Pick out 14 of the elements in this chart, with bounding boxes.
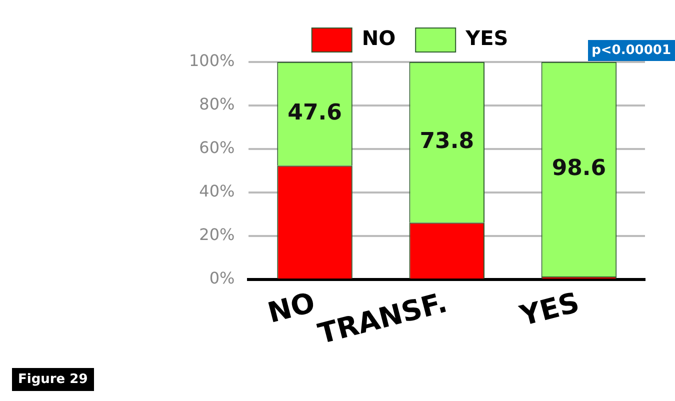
x-tick-label: YES [516, 286, 583, 333]
legend-label: YES [464, 26, 508, 50]
caption: Figure 29 [12, 368, 94, 391]
data-label: 98.6 [552, 156, 606, 181]
legend-label: NO [362, 26, 396, 50]
y-tick-label: 0% [209, 268, 235, 288]
data-label: 73.8 [420, 129, 474, 154]
text: p<0.00001 [588, 40, 675, 61]
data-label: 47.6 [288, 100, 342, 126]
y-tick-label: 40% [199, 182, 235, 201]
y-tick-label: 60% [199, 138, 235, 158]
y-tick-label: 20% [199, 225, 235, 244]
y-tick-label: 80% [199, 94, 235, 114]
y-tick-label: 100% [188, 51, 235, 70]
